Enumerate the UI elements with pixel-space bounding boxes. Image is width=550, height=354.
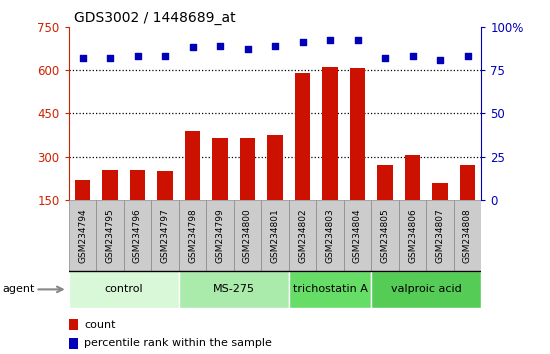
Text: GSM234804: GSM234804	[353, 208, 362, 263]
Bar	[69, 319, 78, 330]
Bar	[454, 200, 481, 271]
Point	[271, 43, 279, 48]
Text: GSM234797: GSM234797	[161, 208, 169, 263]
Bar	[460, 165, 475, 244]
Point	[436, 57, 444, 62]
Point	[298, 39, 307, 45]
Bar	[69, 338, 78, 349]
Text: count: count	[84, 320, 115, 330]
Text: agent: agent	[3, 284, 35, 295]
Bar	[179, 271, 289, 308]
Bar	[75, 180, 90, 244]
Bar	[371, 200, 399, 271]
Text: GDS3002 / 1448689_at: GDS3002 / 1448689_at	[74, 11, 236, 25]
Bar	[179, 200, 206, 271]
Point	[243, 46, 252, 52]
Bar	[206, 200, 234, 271]
Bar	[405, 155, 420, 244]
Text: GSM234795: GSM234795	[106, 208, 114, 263]
Bar	[212, 138, 228, 244]
Text: GSM234800: GSM234800	[243, 208, 252, 263]
Text: GSM234796: GSM234796	[133, 208, 142, 263]
Bar	[316, 200, 344, 271]
Bar	[426, 200, 454, 271]
Text: GSM234807: GSM234807	[436, 208, 444, 263]
Point	[326, 38, 334, 43]
Bar	[157, 171, 173, 244]
Text: GSM234803: GSM234803	[326, 208, 334, 263]
Bar	[69, 271, 179, 308]
Point	[408, 53, 417, 59]
Point	[353, 38, 362, 43]
Bar	[130, 170, 145, 244]
Bar	[289, 200, 316, 271]
Point	[463, 53, 472, 59]
Point	[78, 55, 87, 61]
Bar	[124, 200, 151, 271]
Bar	[344, 200, 371, 271]
Bar	[261, 200, 289, 271]
Bar	[289, 271, 371, 308]
Bar	[102, 170, 118, 244]
Bar	[399, 200, 426, 271]
Text: trichostatin A: trichostatin A	[293, 284, 367, 295]
Text: GSM234801: GSM234801	[271, 208, 279, 263]
Bar	[69, 200, 96, 271]
Point	[381, 55, 389, 61]
Text: GSM234798: GSM234798	[188, 208, 197, 263]
Bar	[350, 68, 365, 244]
Bar	[240, 138, 255, 244]
Text: control: control	[104, 284, 143, 295]
Bar	[432, 183, 448, 244]
Text: GSM234799: GSM234799	[216, 208, 224, 263]
Point	[106, 55, 114, 61]
Point	[216, 43, 224, 48]
Text: GSM234794: GSM234794	[78, 208, 87, 263]
Bar	[185, 131, 200, 244]
Text: GSM234805: GSM234805	[381, 208, 389, 263]
Bar	[322, 67, 338, 244]
Bar	[96, 200, 124, 271]
Text: valproic acid: valproic acid	[391, 284, 461, 295]
Text: GSM234806: GSM234806	[408, 208, 417, 263]
Bar	[234, 200, 261, 271]
Point	[161, 53, 169, 59]
Bar	[377, 165, 393, 244]
Text: MS-275: MS-275	[213, 284, 255, 295]
Point	[133, 53, 142, 59]
Point	[188, 45, 197, 50]
Text: percentile rank within the sample: percentile rank within the sample	[84, 338, 272, 348]
Text: GSM234802: GSM234802	[298, 208, 307, 263]
Text: GSM234808: GSM234808	[463, 208, 472, 263]
Bar	[151, 200, 179, 271]
Bar	[267, 135, 283, 244]
Bar	[295, 73, 310, 244]
Bar	[371, 271, 481, 308]
